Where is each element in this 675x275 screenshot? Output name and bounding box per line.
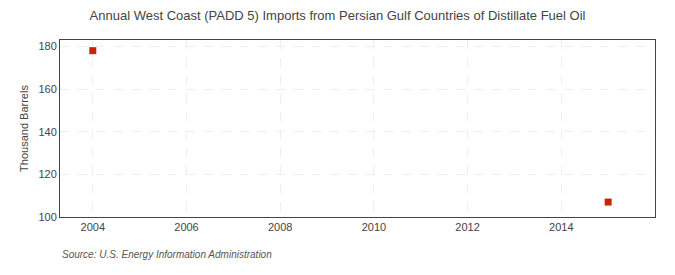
svg-text:2006: 2006 bbox=[174, 221, 198, 233]
svg-text:Annual West Coast (PADD 5) Imp: Annual West Coast (PADD 5) Imports from … bbox=[90, 8, 586, 23]
svg-text:2008: 2008 bbox=[268, 221, 292, 233]
svg-text:Thousand Barrels: Thousand Barrels bbox=[18, 85, 30, 172]
svg-text:160: 160 bbox=[38, 83, 56, 95]
svg-text:100: 100 bbox=[38, 211, 56, 223]
svg-text:2010: 2010 bbox=[362, 221, 386, 233]
svg-text:120: 120 bbox=[38, 168, 56, 180]
svg-text:140: 140 bbox=[38, 126, 56, 138]
svg-text:2014: 2014 bbox=[549, 221, 573, 233]
svg-text:2004: 2004 bbox=[81, 221, 105, 233]
svg-text:Source: U.S. Energy Informatio: Source: U.S. Energy Information Administ… bbox=[62, 249, 272, 260]
svg-text:2012: 2012 bbox=[455, 221, 479, 233]
svg-text:180: 180 bbox=[38, 40, 56, 52]
